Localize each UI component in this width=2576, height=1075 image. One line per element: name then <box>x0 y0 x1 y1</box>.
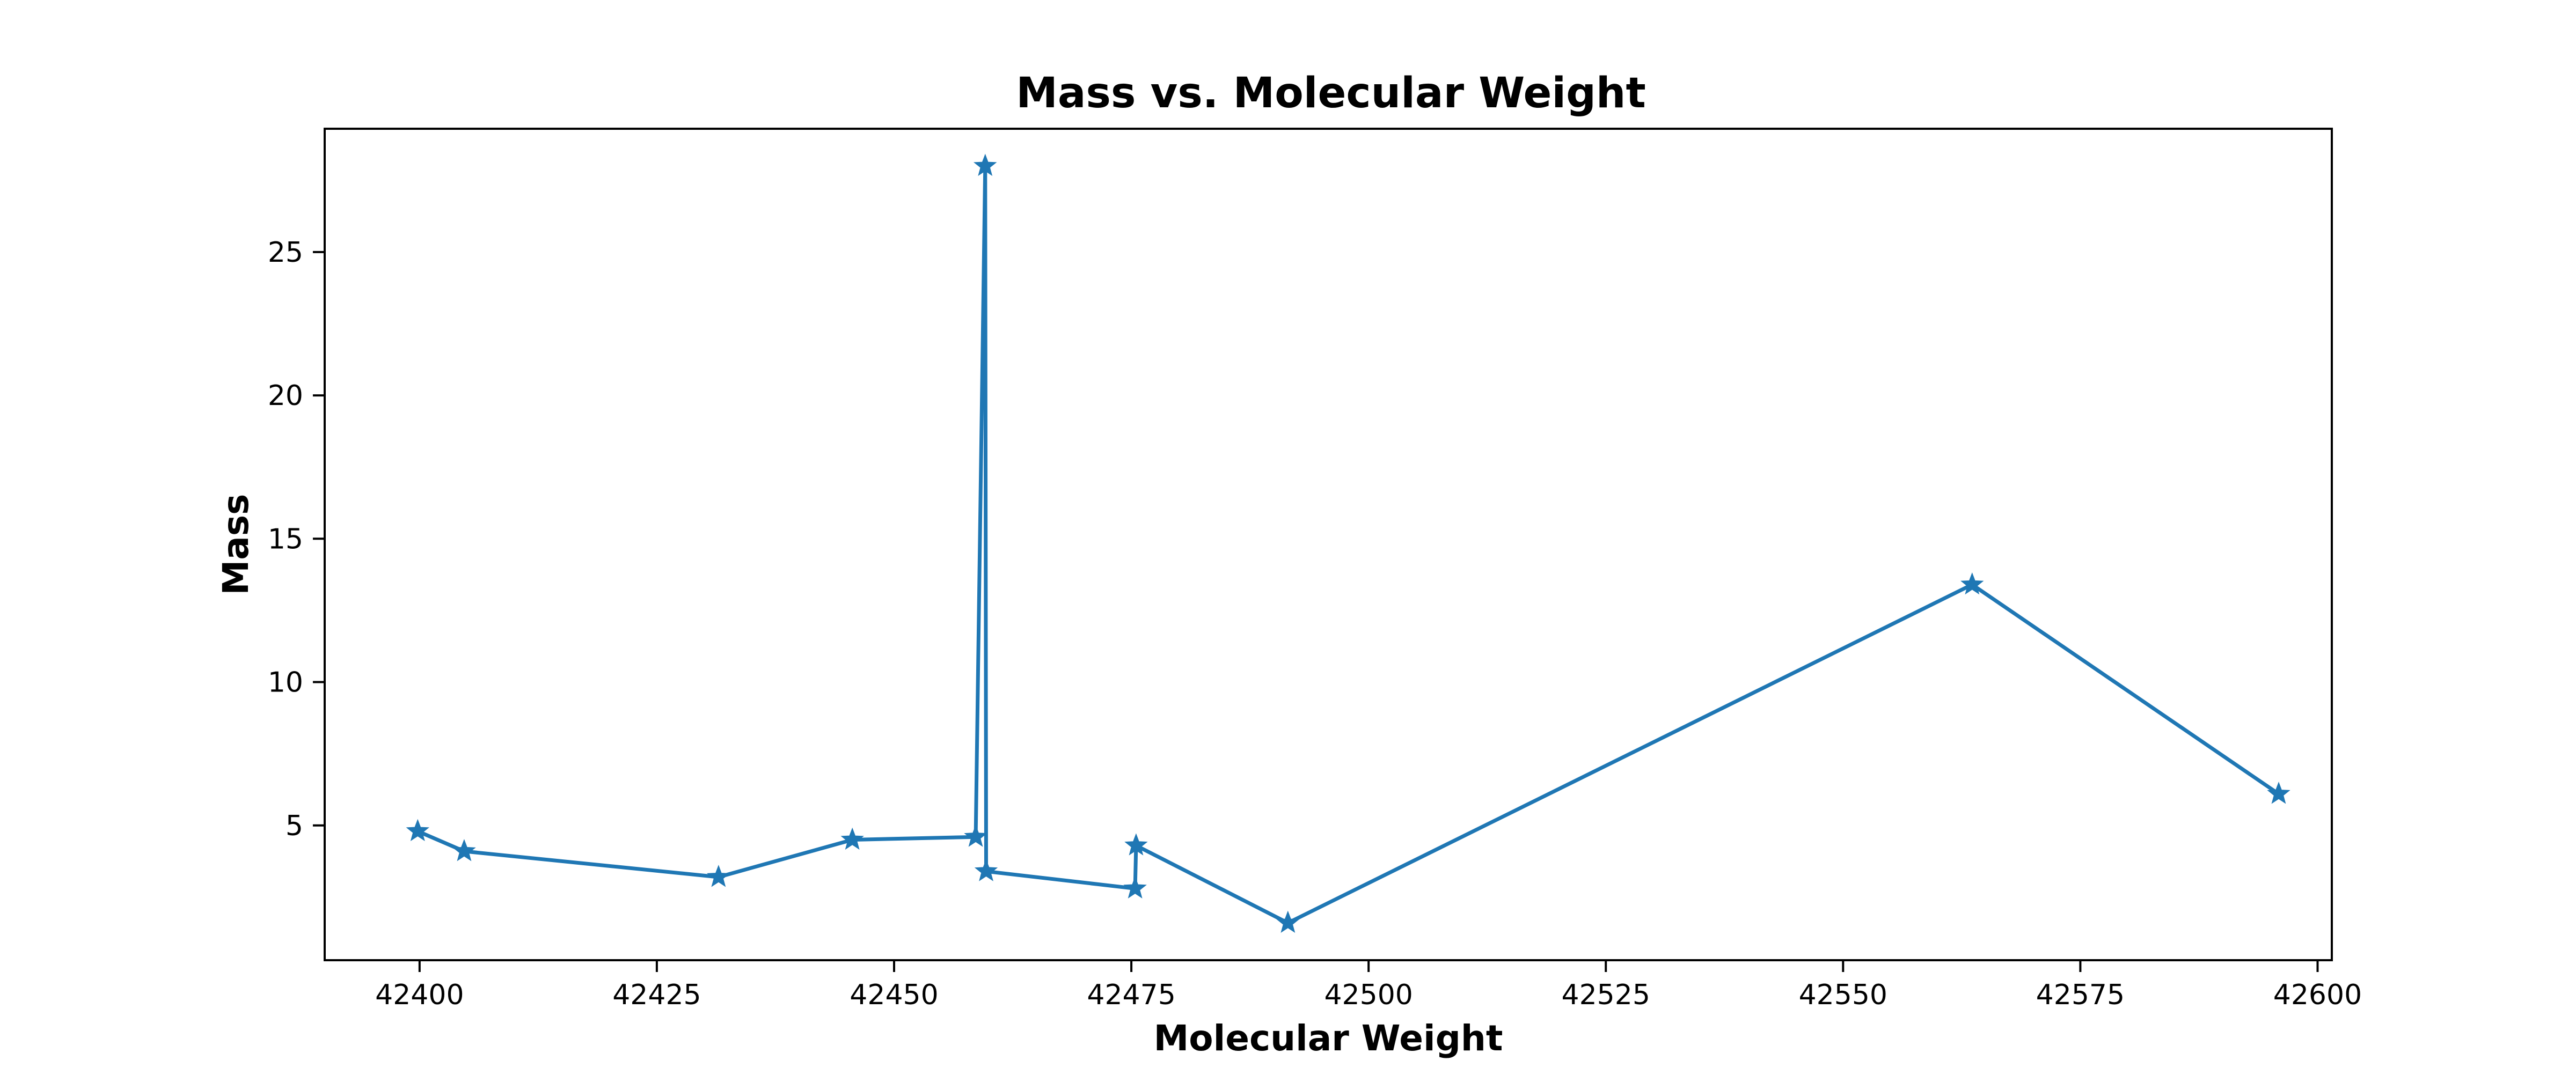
chart-title: Mass vs. Molecular Weight <box>1016 69 1645 117</box>
x-tick-label: 42475 <box>1087 979 1175 1011</box>
data-point-marker <box>452 839 476 862</box>
data-point-marker <box>2267 782 2290 804</box>
y-axis-label: Mass <box>215 494 257 595</box>
data-point-marker <box>1124 833 1148 856</box>
y-tick-label: 10 <box>268 667 303 699</box>
y-tick-label: 15 <box>268 523 303 555</box>
x-tick-label: 42550 <box>1799 979 1887 1011</box>
data-point-marker <box>1123 876 1147 899</box>
x-tick-label: 42425 <box>612 979 701 1011</box>
y-tick-label: 25 <box>268 237 303 269</box>
series-line <box>416 164 2280 925</box>
x-axis-label: Molecular Weight <box>1154 1018 1503 1059</box>
x-tick-label: 42500 <box>1324 979 1413 1011</box>
y-axis-ticks: 5 10 15 20 25 <box>268 237 325 842</box>
series-layer <box>406 153 2290 933</box>
data-point-marker <box>974 859 998 881</box>
x-tick-label: 42600 <box>2273 979 2362 1011</box>
x-tick-label: 42400 <box>375 979 464 1011</box>
data-point-marker <box>964 824 987 847</box>
data-point-marker <box>974 153 997 176</box>
x-axis-ticks: 42400 42425 42450 42475 42500 42525 42550 42575… <box>375 960 2362 1011</box>
data-point-marker <box>840 827 864 850</box>
x-tick-label: 42575 <box>2036 979 2125 1011</box>
axes-frame <box>324 128 2333 961</box>
data-point-marker <box>707 865 730 887</box>
x-tick-label: 42525 <box>1562 979 1650 1011</box>
x-tick-label: 42450 <box>850 979 938 1011</box>
data-point-marker <box>406 819 429 841</box>
y-tick-label: 20 <box>268 380 303 412</box>
y-tick-label: 5 <box>286 810 303 842</box>
plot-area: 42400 42425 42450 42475 42500 42525 42550 42575… <box>268 128 2362 1011</box>
data-point-marker <box>1960 572 1984 595</box>
data-point-marker <box>1276 910 1300 933</box>
